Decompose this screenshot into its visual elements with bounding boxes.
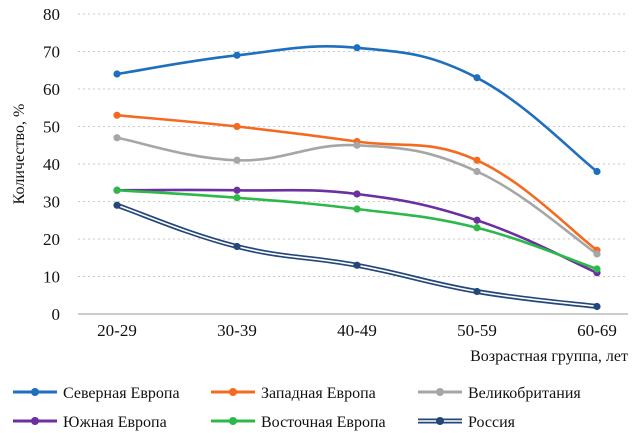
data-point: [113, 201, 121, 209]
legend-item: Северная Европа: [13, 385, 180, 402]
data-point: [473, 74, 481, 82]
y-tick-label: 40: [43, 155, 60, 174]
data-point: [113, 186, 121, 194]
legend-label: Западная Европа: [261, 385, 376, 402]
y-tick-label: 50: [43, 118, 60, 137]
data-point: [473, 167, 481, 176]
legend-marker: [31, 388, 39, 396]
data-point: [233, 242, 241, 251]
data-point: [593, 302, 601, 311]
y-tick-label: 30: [43, 193, 60, 212]
data-point: [233, 51, 241, 59]
data-point: [473, 216, 481, 224]
series-4: [113, 186, 601, 273]
series-2: [113, 134, 601, 258]
data-point: [353, 205, 361, 213]
data-point: [113, 70, 121, 78]
data-point: [473, 224, 481, 232]
y-tick-label: 80: [43, 5, 60, 24]
legend-label: Великобритания: [468, 385, 581, 402]
legend-marker: [229, 417, 237, 425]
legend-label: Южная Европа: [63, 414, 167, 431]
data-point: [593, 167, 601, 176]
data-point: [593, 250, 601, 258]
y-tick-label: 70: [43, 43, 60, 62]
x-axis-ticks: 20-29 30-39 40-49 50-59 60-69: [97, 321, 617, 340]
x-tick-label: 30-39: [217, 321, 257, 340]
x-tick-label: 40-49: [337, 321, 377, 340]
legend-item: Великобритания: [418, 385, 581, 402]
series-line-inner: [116, 204, 598, 308]
data-point: [113, 111, 121, 119]
legend-item: Восточная Европа: [211, 414, 386, 431]
grid: [78, 13, 628, 277]
x-tick-label: 50-59: [457, 321, 497, 340]
series-line: [116, 45, 598, 173]
data-point: [113, 134, 121, 142]
data-point: [353, 261, 361, 269]
y-tick-label: 60: [43, 80, 60, 99]
y-tick-label: 0: [52, 305, 61, 324]
legend-marker: [229, 388, 237, 396]
y-axis-label: Количество, %: [11, 104, 28, 205]
data-point: [353, 190, 361, 198]
data-point: [233, 194, 241, 202]
data-point: [233, 186, 241, 194]
x-tick-label: 20-29: [97, 321, 137, 340]
legend: Северная Европа Западная Европа Великобрит…: [13, 385, 581, 431]
data-point: [233, 156, 241, 164]
data-point: [593, 265, 601, 273]
data-point: [353, 44, 361, 52]
series-line: [116, 202, 598, 309]
legend-marker: [31, 417, 39, 425]
series-line: [116, 113, 598, 252]
data-point: [233, 122, 241, 131]
x-tick-label: 60-69: [577, 321, 617, 340]
legend-label: Восточная Европа: [261, 414, 386, 431]
series-group: [113, 44, 601, 311]
y-tick-label: 10: [43, 268, 60, 287]
data-point: [473, 156, 481, 164]
legend-marker: [436, 388, 444, 396]
legend-item: Западная Европа: [211, 385, 376, 402]
legend-label: Россия: [468, 414, 516, 431]
legend-item: Россия: [418, 414, 516, 431]
series-0: [113, 44, 601, 176]
data-point: [473, 287, 481, 296]
y-axis-ticks: 0 10 20 30 40 50 60 70 80: [43, 5, 60, 324]
x-axis-label: Возрастная группа, лет: [470, 348, 628, 365]
legend-label: Северная Европа: [63, 385, 180, 402]
legend-marker: [436, 417, 444, 425]
data-point: [353, 141, 361, 149]
legend-item: Южная Европа: [13, 414, 167, 431]
y-tick-label: 20: [43, 230, 60, 249]
series-5: [113, 201, 601, 311]
